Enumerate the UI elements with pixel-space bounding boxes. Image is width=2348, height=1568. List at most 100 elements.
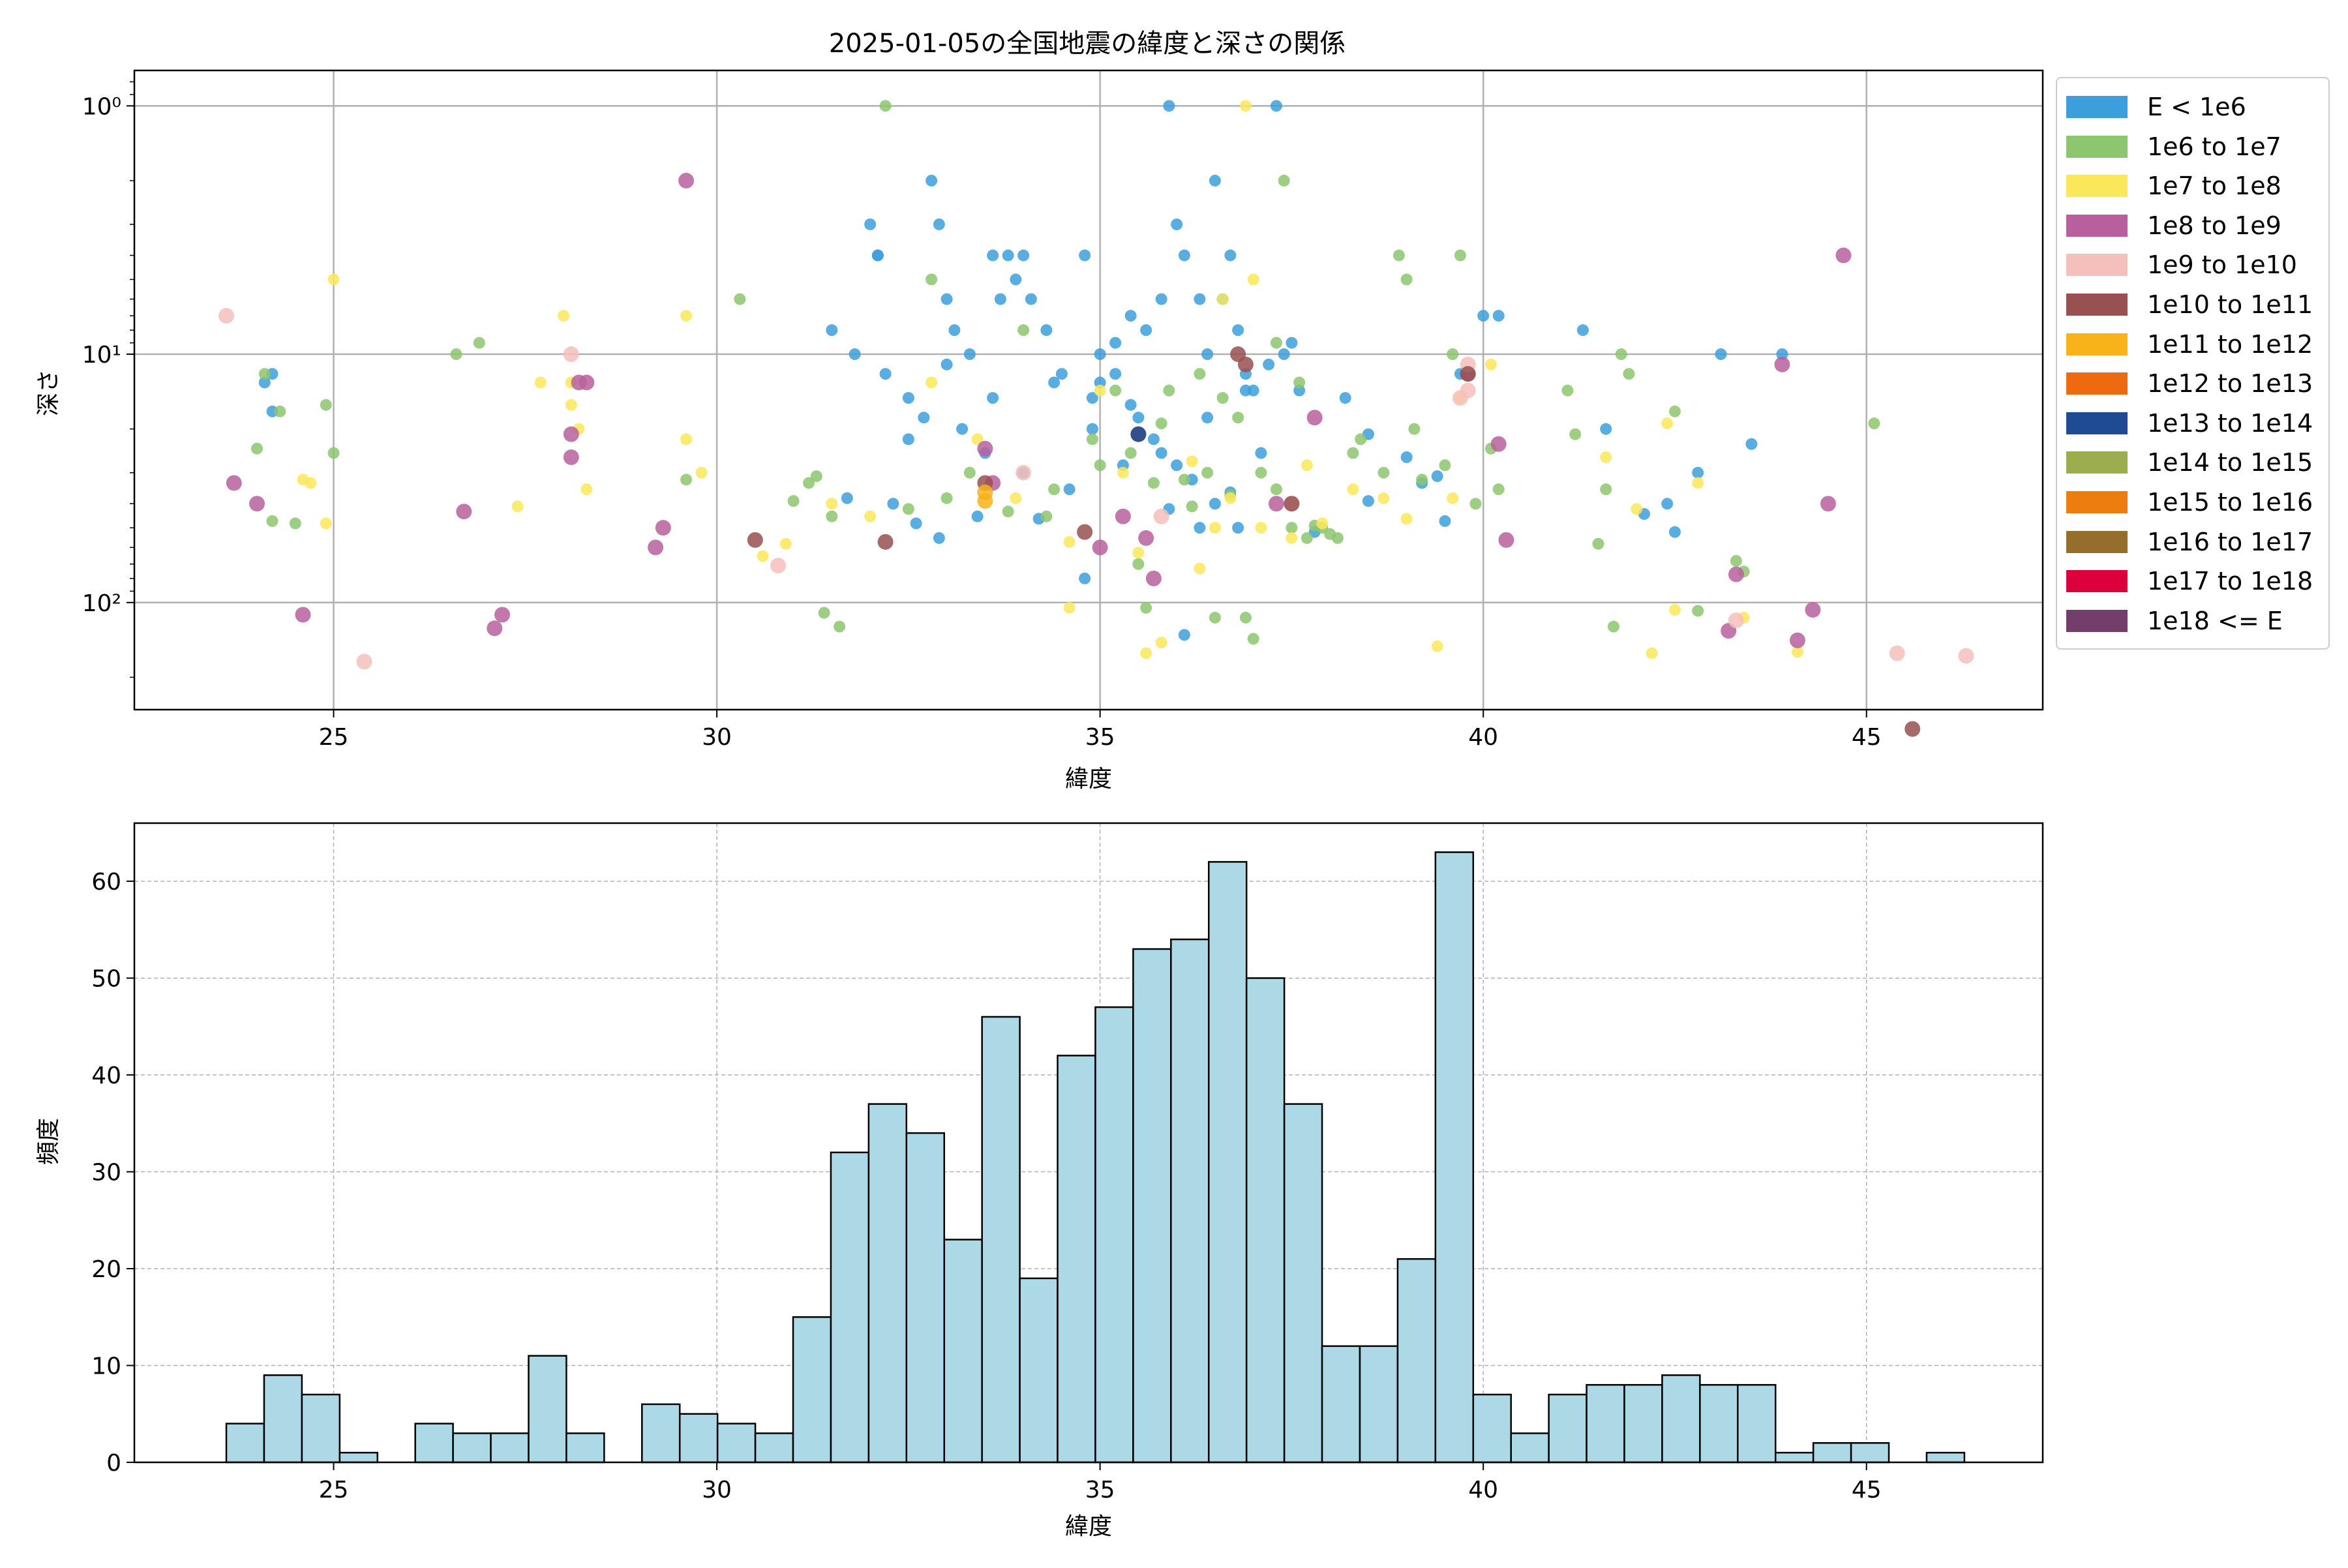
scatter-point: [1791, 646, 1803, 658]
legend-label: 1e13 to 1e14: [2147, 408, 2313, 438]
histogram-x-tick-label: 25: [319, 1477, 349, 1503]
legend-item: 1e16 to 1e17: [2066, 522, 2313, 562]
scatter-point: [1216, 293, 1229, 305]
scatter-point: [963, 466, 976, 479]
scatter-point: [1284, 496, 1300, 512]
scatter-point: [1247, 633, 1259, 645]
scatter-point: [1728, 566, 1744, 582]
histogram-bar: [528, 1355, 567, 1464]
scatter-point: [987, 249, 999, 262]
histogram-bar: [716, 1423, 757, 1464]
scatter-point: [1132, 547, 1145, 559]
scatter-point: [734, 293, 746, 305]
scatter-point: [1132, 412, 1145, 424]
scatter-point: [948, 324, 961, 337]
legend-swatch: [2066, 175, 2128, 198]
legend-label: 1e17 to 1e18: [2147, 567, 2313, 596]
histogram-bar: [792, 1316, 832, 1464]
histogram-bar: [1170, 938, 1210, 1464]
legend-item: 1e7 to 1e8: [2066, 166, 2281, 205]
scatter-point: [1600, 423, 1612, 435]
scatter-point: [1958, 648, 1974, 664]
histogram-bar: [1434, 851, 1475, 1464]
scatter-point: [1115, 508, 1131, 524]
scatter-point: [266, 515, 278, 527]
scatter-point: [305, 477, 317, 489]
scatter-point: [1109, 368, 1122, 380]
scatter-point: [1301, 459, 1313, 472]
histogram-x-label: 緯度: [1065, 1513, 1112, 1540]
scatter-point: [1094, 348, 1106, 361]
scatter-point: [1109, 384, 1122, 397]
scatter-point: [1048, 483, 1061, 496]
histogram-bar: [1623, 1383, 1663, 1464]
scatter-y-tick-label: 10⁰: [82, 93, 121, 120]
scatter-point: [1615, 348, 1627, 361]
scatter-point: [1163, 384, 1175, 397]
scatter-point: [1201, 412, 1214, 424]
scatter-point: [1835, 247, 1852, 264]
legend-item: 1e10 to 1e11: [2066, 285, 2313, 324]
scatter-point: [1301, 532, 1313, 544]
scatter-point: [680, 310, 693, 322]
legend-item: 1e17 to 1e18: [2066, 562, 2313, 601]
scatter-x-tick-label: 30: [702, 724, 732, 751]
scatter-point: [834, 620, 846, 633]
scatter-point: [963, 348, 976, 361]
legend-swatch: [2066, 96, 2128, 118]
histogram-y-tick-label: 50: [91, 966, 121, 993]
scatter-point: [887, 498, 899, 510]
scatter-point: [226, 475, 242, 491]
scatter-point: [1477, 310, 1490, 322]
legend-swatch: [2066, 491, 2128, 513]
scatter-point: [1416, 474, 1428, 486]
scatter-point: [1692, 477, 1704, 489]
histogram-bar: [1850, 1442, 1890, 1464]
scatter-point: [274, 405, 286, 417]
histogram-bar: [1661, 1374, 1701, 1464]
scatter-y-tick-label: 10¹: [82, 342, 121, 369]
histogram-bar: [1359, 1345, 1399, 1464]
scatter-point: [1232, 324, 1244, 337]
scatter-point: [1109, 337, 1122, 349]
scatter-point: [1255, 466, 1267, 479]
scatter-point: [1040, 324, 1053, 337]
scatter-point: [1646, 647, 1658, 659]
legend-label: 1e6 to 1e7: [2147, 132, 2281, 161]
scatter-point: [1268, 496, 1284, 512]
scatter-point: [926, 376, 938, 389]
scatter-point: [1201, 466, 1214, 479]
legend-item: 1e18 <= E: [2066, 601, 2283, 641]
scatter-point: [1347, 447, 1359, 459]
scatter-point: [1306, 410, 1323, 426]
scatter-point: [1010, 273, 1022, 286]
scatter-point: [1079, 249, 1091, 262]
scatter-point: [1094, 459, 1106, 472]
histogram-bar: [1510, 1432, 1550, 1464]
scatter-point: [1201, 348, 1214, 361]
histogram-bar: [1094, 1006, 1134, 1464]
scatter-point: [941, 358, 953, 370]
legend-swatch: [2066, 372, 2128, 395]
scatter-point: [1278, 348, 1290, 361]
scatter-point: [1576, 324, 1589, 337]
scatter-point: [1186, 500, 1198, 513]
histogram-bar: [490, 1432, 530, 1464]
histogram-y-axis: 0 10 20 30 40 50 60: [91, 869, 134, 1477]
scatter-point: [1025, 293, 1037, 305]
scatter-point: [1569, 428, 1582, 440]
scatter-point: [1063, 535, 1076, 548]
scatter-point: [1239, 384, 1252, 397]
scatter-point: [933, 218, 945, 230]
legend-label: 1e10 to 1e11: [2147, 290, 2313, 319]
scatter-point: [1224, 249, 1237, 262]
scatter-point: [1086, 392, 1098, 404]
scatter-point: [1232, 412, 1244, 424]
legend-label: E < 1e6: [2147, 93, 2246, 121]
scatter-point: [680, 433, 693, 445]
legend-swatch: [2066, 609, 2128, 632]
scatter-point: [810, 470, 822, 483]
scatter-point: [757, 550, 769, 562]
histogram-bar: [339, 1451, 378, 1464]
histogram-y-tick-label: 0: [106, 1450, 121, 1477]
